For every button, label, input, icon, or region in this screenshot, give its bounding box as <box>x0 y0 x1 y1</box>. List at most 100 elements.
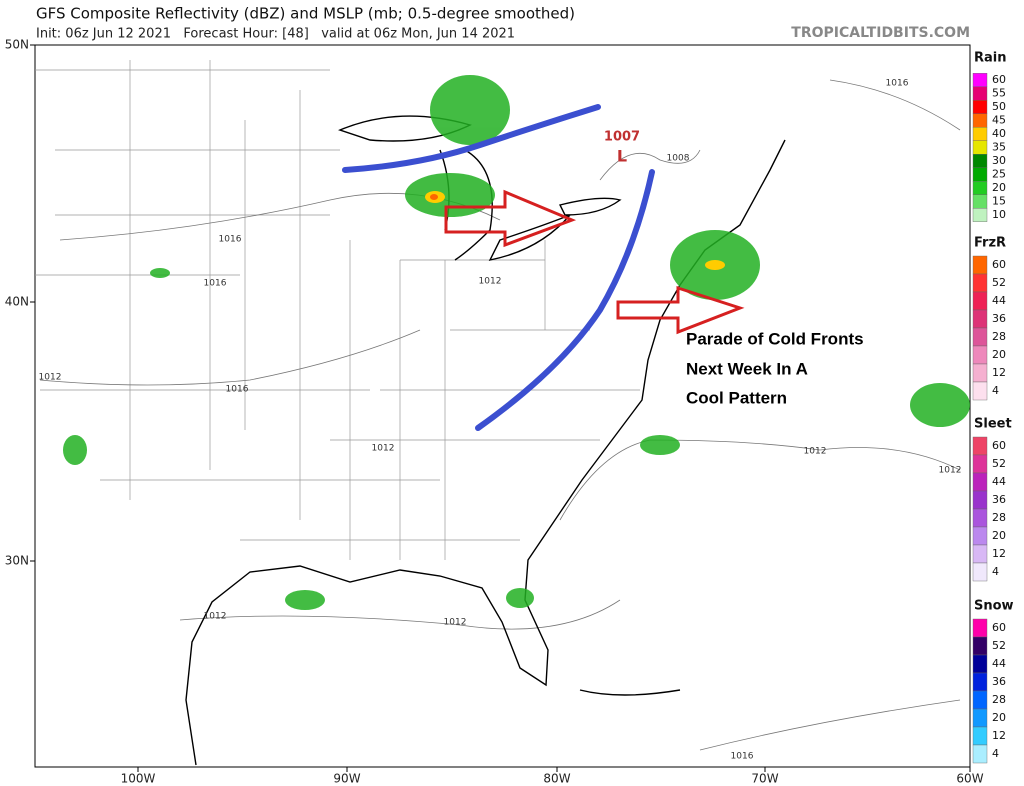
legend-tick: 50 <box>992 100 1006 113</box>
lat-label: 50N <box>5 38 29 52</box>
low-pressure: 1007 <box>604 130 640 145</box>
legend-swatch <box>972 363 988 383</box>
legend-title: Snow <box>974 599 1014 614</box>
annotation: Cool Pattern <box>686 388 787 407</box>
legend-swatch <box>972 454 988 474</box>
legend-tick: 60 <box>992 258 1006 271</box>
isobar-label: 1012 <box>204 612 227 622</box>
legend-swatch <box>972 544 988 564</box>
isobar-label: 1016 <box>731 752 754 762</box>
legend-tick: 4 <box>992 384 999 397</box>
legend-tick: 52 <box>992 639 1006 652</box>
isobar-label: 1012 <box>939 466 962 476</box>
legend-title: Sleet <box>974 417 1012 432</box>
legend-tick: 55 <box>992 87 1006 100</box>
isobar-label: 1016 <box>219 235 242 245</box>
legend-swatch <box>972 526 988 546</box>
lon-label: 80W <box>543 772 570 786</box>
legend-tick: 36 <box>992 675 1006 688</box>
watermark: TROPICALTIDBITS.COM <box>791 25 970 41</box>
legend-swatch <box>972 86 988 101</box>
subtitle: Init: 06z Jun 12 2021 Forecast Hour: [48… <box>36 27 515 42</box>
legend-swatch <box>972 654 988 674</box>
legend-swatch <box>972 618 988 638</box>
legend-tick: 15 <box>992 195 1006 208</box>
legend-tick: 60 <box>992 439 1006 452</box>
legend-title: Rain <box>974 51 1007 66</box>
legend-swatch <box>972 73 988 87</box>
legend-tick: 40 <box>992 127 1006 140</box>
annotation: Next Week In A <box>686 359 808 378</box>
legend-swatch <box>972 140 988 155</box>
legend-swatch <box>972 194 988 209</box>
title: GFS Composite Reflectivity (dBZ) and MSL… <box>36 5 575 23</box>
legend-tick: 12 <box>992 366 1006 379</box>
legend-tick: 36 <box>992 493 1006 506</box>
legend-swatch <box>972 291 988 311</box>
legend-title: FrzR <box>974 236 1006 251</box>
legend-tick: 36 <box>992 312 1006 325</box>
legend-tick: 30 <box>992 154 1006 167</box>
legend-tick: 60 <box>992 73 1006 86</box>
legend-swatch <box>972 562 988 582</box>
legend-swatch <box>972 690 988 710</box>
lon-label: 70W <box>751 772 778 786</box>
legend-tick: 25 <box>992 168 1006 181</box>
legend-tick: 20 <box>992 348 1006 361</box>
legend-tick: 12 <box>992 547 1006 560</box>
legend-swatch <box>972 255 988 275</box>
legend-swatch <box>972 472 988 492</box>
isobar-label: 1012 <box>444 618 467 628</box>
legend-swatch <box>972 744 988 764</box>
lat-label: 40N <box>5 295 29 309</box>
isobar-label: 1012 <box>372 444 395 454</box>
annotation: Parade of Cold Fronts <box>686 329 864 348</box>
lon-label: 100W <box>121 772 156 786</box>
legend-swatch <box>972 181 988 195</box>
isobar-label: 1012 <box>804 447 827 457</box>
legend-swatch <box>972 636 988 656</box>
lat-label: 30N <box>5 554 29 568</box>
legend-tick: 20 <box>992 711 1006 724</box>
legend-tick: 35 <box>992 141 1006 154</box>
low-symbol: L <box>617 147 627 166</box>
legend-tick: 44 <box>992 475 1006 488</box>
isobar-label: 1016 <box>886 79 909 89</box>
legend-tick: 52 <box>992 457 1006 470</box>
isobar-label: 1012 <box>479 277 502 287</box>
legend-tick: 28 <box>992 511 1006 524</box>
legend-swatch <box>972 127 988 141</box>
legend-swatch <box>972 167 988 182</box>
lon-label: 90W <box>333 772 360 786</box>
legend-tick: 45 <box>992 114 1006 127</box>
legend-tick: 12 <box>992 729 1006 742</box>
legend-tick: 52 <box>992 276 1006 289</box>
legend-swatch <box>972 327 988 347</box>
legend-swatch <box>972 208 988 222</box>
legend-tick: 60 <box>992 621 1006 634</box>
legend-tick: 4 <box>992 747 999 760</box>
isobar-label: 1008 <box>667 154 690 164</box>
legend-swatch <box>972 490 988 510</box>
legend-swatch <box>972 113 988 128</box>
legend-tick: 44 <box>992 294 1006 307</box>
legend-swatch <box>972 436 988 456</box>
legend-tick: 28 <box>992 330 1006 343</box>
legend-tick: 28 <box>992 693 1006 706</box>
map: 1016 1016 1012 1016 1012 1012 1012 1012 1008 1016… <box>34 44 971 768</box>
legend-tick: 20 <box>992 181 1006 194</box>
isobar-label: 1016 <box>226 385 249 395</box>
isobar-label: 1016 <box>204 279 227 289</box>
legend-swatch <box>972 309 988 329</box>
legend-tick: 10 <box>992 208 1006 221</box>
legend-swatch <box>972 273 988 293</box>
legend-swatch <box>972 154 988 168</box>
legend-swatch <box>972 726 988 746</box>
legend-tick: 44 <box>992 657 1006 670</box>
legend-swatch <box>972 672 988 692</box>
legend-swatch <box>972 708 988 728</box>
legend-swatch <box>972 345 988 365</box>
lon-label: 60W <box>956 772 983 786</box>
legend-swatch <box>972 508 988 528</box>
